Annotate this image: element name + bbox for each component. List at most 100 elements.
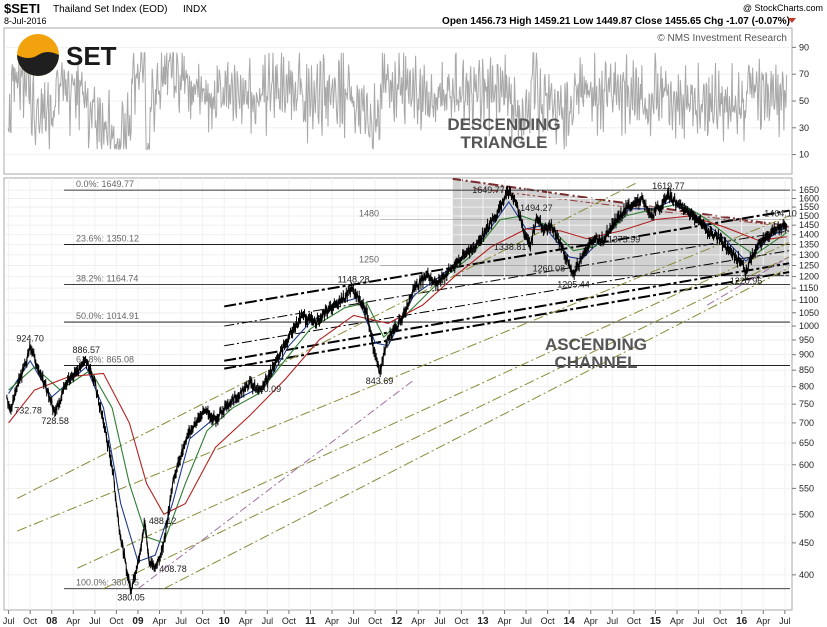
y-tick-label: 1250 — [799, 260, 819, 270]
x-tick-label: Apr — [498, 616, 512, 626]
x-tick-label: Oct — [196, 616, 211, 626]
x-tick-label: Jul — [348, 616, 360, 626]
x-tick-label: Jul — [89, 616, 101, 626]
price-layer — [6, 185, 788, 595]
price-data-label: 1649.77 — [472, 185, 505, 195]
channel-trendline — [224, 209, 790, 308]
y-tick-label: 1600 — [799, 193, 819, 203]
x-tick-label: Oct — [109, 616, 124, 626]
x-tick-label: 10 — [219, 616, 231, 627]
y-tick-label: 1150 — [799, 283, 818, 293]
x-tick-label: 13 — [477, 616, 489, 627]
price-data-label: 1464.10 — [764, 209, 797, 219]
channel-trendline — [137, 379, 415, 590]
x-tick-label: Oct — [282, 616, 297, 626]
attribution-label: © NMS Investment Research — [657, 33, 787, 44]
price-data-label: 1205.44 — [557, 279, 590, 289]
x-tick-label: Oct — [541, 616, 556, 626]
x-tick-label: Oct — [23, 616, 38, 626]
price-data-label: 488.12 — [149, 516, 177, 526]
x-tick-label: Jul — [434, 616, 446, 626]
y-tick-label: 1400 — [799, 230, 819, 240]
y-tick-label: 1450 — [799, 220, 819, 230]
y-tick-label: 1650 — [799, 185, 819, 195]
x-tick-label: Apr — [756, 616, 770, 626]
fib-label: 23.6%: 1350.12 — [76, 234, 139, 244]
fib-label: 50.0%: 1014.91 — [76, 311, 139, 321]
channel-trendline — [224, 230, 790, 327]
level-label: 1480 — [359, 209, 379, 219]
x-tick-label: 14 — [564, 616, 576, 627]
x-tick-label: Oct — [454, 616, 469, 626]
ascending-label-line2: CHANNEL — [554, 353, 637, 372]
price-data-label: 886.57 — [72, 345, 100, 355]
descending-label-line2: TRIANGLE — [461, 133, 548, 152]
channel-trendline — [224, 250, 790, 347]
x-tick-label: Jul — [607, 616, 619, 626]
x-axis: Jul Oct 08 Apr Jul Oct 09 Apr Jul Oct 10 Apr Jul Oct 1… — [3, 610, 791, 627]
x-tick-label: Jul — [175, 616, 187, 626]
x-tick-label: Jul — [520, 616, 532, 626]
y-tick-label: 900 — [799, 350, 814, 360]
y-tick-label: 650 — [799, 438, 814, 448]
x-tick-label: Oct — [368, 616, 383, 626]
price-data-label: 1220.96 — [730, 276, 763, 286]
ascending-label-line1: ASCENDING — [545, 335, 647, 354]
oscillator-panel: 10 30 50 70 90 © NMS Investment Research SET — [3, 27, 809, 175]
level-label: 1250 — [359, 254, 379, 264]
fib-label: 0.0%: 1649.77 — [76, 179, 134, 189]
ohlc-label: Open 1456.73 High 1459.21 Low 1449.87 Cl… — [442, 16, 790, 27]
x-tick-label: Jul — [779, 616, 791, 626]
oscillator-series — [7, 52, 788, 151]
price-data-label: 380.05 — [117, 593, 145, 603]
price-data-label: 820.09 — [254, 384, 282, 394]
price-data-label: 408.78 — [159, 564, 187, 574]
x-tick-label: Apr — [325, 616, 339, 626]
y-tick-label: 1300 — [799, 250, 819, 260]
x-tick-label: Apr — [239, 616, 253, 626]
x-tick-label: Oct — [627, 616, 642, 626]
x-tick-label: Oct — [713, 616, 728, 626]
moving-average-line — [8, 215, 787, 515]
date-label: 8-Jul-2016 — [4, 16, 47, 26]
y-tick-label: 750 — [799, 399, 814, 409]
x-tick-label: 15 — [650, 616, 662, 627]
set-logo-wave-icon — [17, 52, 59, 76]
x-tick-label: 11 — [305, 616, 316, 627]
y-tick-label: 1100 — [799, 295, 818, 305]
x-tick-label: Jul — [693, 616, 705, 626]
oscillator-grid: 10 30 50 70 90 — [6, 42, 809, 160]
y-tick-label: 700 — [799, 418, 814, 428]
x-tick-label: Jul — [3, 616, 15, 626]
price-data-label: 1148.28 — [338, 275, 370, 285]
oscillator-tick-label: 50 — [799, 96, 809, 106]
x-tick-label: 12 — [391, 616, 403, 627]
y-tick-label: 450 — [799, 538, 814, 548]
trendline-layer — [16, 181, 790, 590]
fib-label: 61.8%: 865.08 — [76, 354, 134, 364]
price-data-label: 924.70 — [16, 333, 44, 343]
y-tick-label: 500 — [799, 509, 814, 519]
price-data-label: 1619.77 — [652, 181, 685, 191]
oscillator-tick-label: 90 — [799, 42, 809, 52]
price-data-label: 732.78 — [14, 405, 42, 415]
exchange-label: INDX — [183, 4, 207, 15]
price-data-label: 843.69 — [366, 376, 394, 386]
y-tick-label: 550 — [799, 483, 814, 493]
y-tick-label: 800 — [799, 382, 814, 392]
descending-label-line1: DESCENDING — [447, 115, 560, 134]
y-tick-label: 1350 — [799, 240, 819, 250]
x-tick-label: Apr — [411, 616, 425, 626]
set-logo: SET — [17, 34, 117, 76]
x-tick-label: Apr — [670, 616, 684, 626]
x-tick-label: 09 — [132, 616, 144, 627]
oscillator-tick-label: 10 — [799, 150, 809, 160]
oscillator-tick-label: 70 — [799, 69, 809, 79]
price-grid: 0.0%: 1649.77 23.6%: 1350.12 38.2%: 1164.7… — [6, 178, 790, 610]
fib-label: 100.0%: 380.05 — [76, 578, 139, 588]
y-tick-label: 1000 — [799, 321, 819, 331]
channel-trendline — [163, 267, 790, 590]
y-axis: 400 450 500 550 600 650 700 750 800 850 900 950 1000… — [792, 185, 819, 580]
